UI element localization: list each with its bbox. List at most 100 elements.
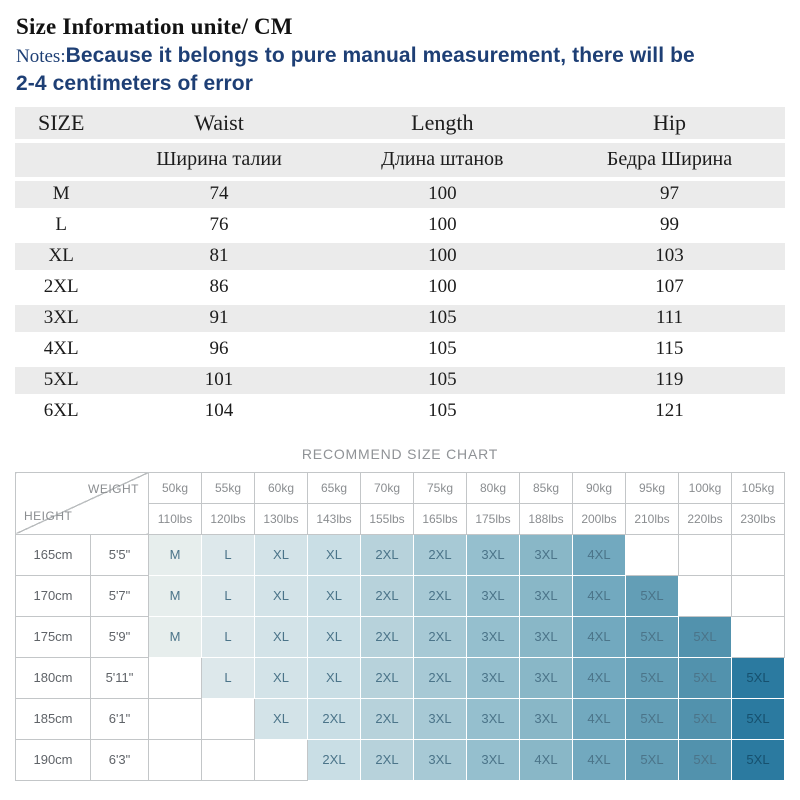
weight-lbs-header: 230lbs (731, 502, 785, 535)
recommended-size-cell: M (148, 533, 202, 576)
size-table-cell-waist: 76 (209, 214, 229, 236)
recommended-size-cell: L (201, 574, 255, 617)
recommended-size-cell: L (201, 656, 255, 699)
size-table-header-ru: Ширина талии Длина штанов Бедра Ширина (15, 142, 785, 177)
recommend-chart-row: 190cm 6'3" 2XL 2XL 3XL 3XL 4XL 4XL 5XL 5XL 5XL (15, 738, 785, 781)
size-table: SIZE Waist Length Hip Ширина талии Длина шта… (15, 103, 785, 429)
size-table-cell-hip: 97 (553, 180, 785, 208)
height-cm-label: 185cm (15, 697, 91, 740)
size-table-row: M 74 100 97 (15, 180, 785, 208)
weight-kg-header: 100kg (678, 471, 732, 504)
size-table-col-header-en-2: Length (330, 106, 554, 139)
weight-kg-header: 95kg (625, 471, 679, 504)
recommended-size-cell: 5XL (678, 656, 732, 699)
weight-lbs-header: 120lbs (201, 502, 255, 535)
empty-size-cell (731, 533, 785, 576)
recommended-size-cell: 3XL (413, 738, 467, 781)
size-table-cell-size: XL (15, 242, 108, 270)
recommended-size-cell: 2XL (360, 574, 414, 617)
size-table-cell-hip: 119 (553, 366, 785, 394)
height-cm-label: 180cm (15, 656, 91, 699)
height-cm-label: 175cm (15, 615, 91, 658)
recommended-size-cell: 2XL (360, 615, 414, 658)
recommended-size-cell: 2XL (307, 697, 361, 740)
recommended-size-cell: 3XL (466, 697, 520, 740)
size-table-cell-waist: 101 (107, 366, 331, 394)
recommended-size-cell: 2XL (360, 697, 414, 740)
recommended-size-cell: XL (307, 656, 361, 699)
empty-size-cell (201, 697, 255, 740)
size-table-cell-hip: 99 (659, 214, 679, 236)
height-axis-label: HEIGHT (24, 508, 73, 523)
recommended-size-cell: 5XL (731, 738, 785, 781)
recommended-size-cell: 3XL (466, 574, 520, 617)
recommended-size-cell: XL (254, 697, 308, 740)
weight-kg-header: 65kg (307, 471, 361, 504)
size-table-col-header-ru-2: Длина штанов (330, 142, 554, 177)
size-table-col-header-en-0: SIZE (15, 106, 108, 139)
size-table-col-header-en-1: Waist (107, 106, 331, 139)
size-table-row: 2XL 86 100 107 (15, 274, 785, 301)
size-table-cell-size: 2XL (43, 276, 79, 298)
recommended-size-cell: 4XL (519, 738, 573, 781)
recommended-size-cell: 2XL (360, 656, 414, 699)
recommended-size-cell: L (201, 615, 255, 658)
empty-size-cell (201, 738, 255, 781)
recommended-size-cell: 4XL (572, 697, 626, 740)
size-table-row: 3XL 91 105 111 (15, 304, 785, 332)
size-info-page: Size Information unite/ CM Notes:Because… (15, 14, 785, 781)
empty-size-cell (148, 738, 202, 781)
recommended-size-cell: 5XL (678, 697, 732, 740)
recommended-size-cell: 5XL (625, 574, 679, 617)
recommended-size-cell: XL (254, 615, 308, 658)
size-table-cell-size: 4XL (43, 338, 79, 360)
size-table-col-header-ru-0 (15, 142, 108, 177)
weight-lbs-header: 110lbs (148, 502, 202, 535)
recommended-size-cell: 2XL (307, 738, 361, 781)
weight-kg-header: 50kg (148, 471, 202, 504)
weight-lbs-header: 200lbs (572, 502, 626, 535)
height-cm-label: 170cm (15, 574, 91, 617)
weights-kg-row: WEIGHT HEIGHT 50kg 55kg 60kg 65kg 70kg 75kg 80… (15, 471, 785, 535)
empty-size-cell (731, 615, 785, 658)
size-table-cell-length: 100 (428, 276, 457, 298)
recommended-size-cell: 2XL (413, 615, 467, 658)
recommend-chart-row: 185cm 6'1" XL 2XL 2XL 3XL 3XL 3XL 4XL 5XL 5XL 5XL (15, 697, 785, 740)
recommend-chart-row: 165cm 5'5" M L XL XL 2XL 2XL 3XL 3XL 4XL (15, 533, 785, 576)
recommended-size-cell: 3XL (519, 615, 573, 658)
weight-lbs-header: 175lbs (466, 502, 520, 535)
weights-lbs-row: 110lbs 120lbs 130lbs 143lbs 155lbs 165lbs 175l… (16, 502, 785, 535)
height-ft-label: 5'7" (90, 574, 149, 617)
size-table-cell-hip: 121 (655, 400, 684, 422)
size-table-cell-size: 6XL (43, 400, 79, 422)
recommended-size-cell: 5XL (731, 656, 785, 699)
recommended-size-cell: XL (254, 656, 308, 699)
recommended-size-cell: XL (254, 574, 308, 617)
size-table-col-header-en-3: Hip (553, 106, 785, 139)
recommended-size-cell: 5XL (625, 738, 679, 781)
recommended-size-cell: 3XL (466, 656, 520, 699)
size-table-row: 6XL 104 105 121 (15, 398, 785, 425)
empty-size-cell (148, 697, 202, 740)
weight-kg-header: 55kg (201, 471, 255, 504)
empty-size-cell (625, 533, 679, 576)
weight-lbs-header: 155lbs (360, 502, 414, 535)
weight-kg-header: 70kg (360, 471, 414, 504)
recommended-size-cell: L (201, 533, 255, 576)
weight-kg-header: 80kg (466, 471, 520, 504)
recommended-size-cell: 4XL (572, 615, 626, 658)
size-table-cell-length: 105 (330, 366, 554, 394)
weight-lbs-header: 143lbs (307, 502, 361, 535)
size-table-cell-waist: 81 (107, 242, 331, 270)
recommend-size-chart: WEIGHT HEIGHT 50kg 55kg 60kg 65kg 70kg 75kg 80… (15, 471, 785, 781)
recommended-size-cell: 2XL (360, 533, 414, 576)
recommended-size-cell: 3XL (519, 656, 573, 699)
size-table-cell-waist: 74 (107, 180, 331, 208)
recommended-size-cell: 5XL (625, 615, 679, 658)
size-table-cell-length: 105 (330, 304, 554, 332)
size-table-cell-size: M (15, 180, 108, 208)
empty-size-cell (678, 533, 732, 576)
size-table-header-en: SIZE Waist Length Hip (15, 106, 785, 139)
recommended-size-cell: 3XL (466, 533, 520, 576)
weight-lbs-header: 188lbs (519, 502, 573, 535)
